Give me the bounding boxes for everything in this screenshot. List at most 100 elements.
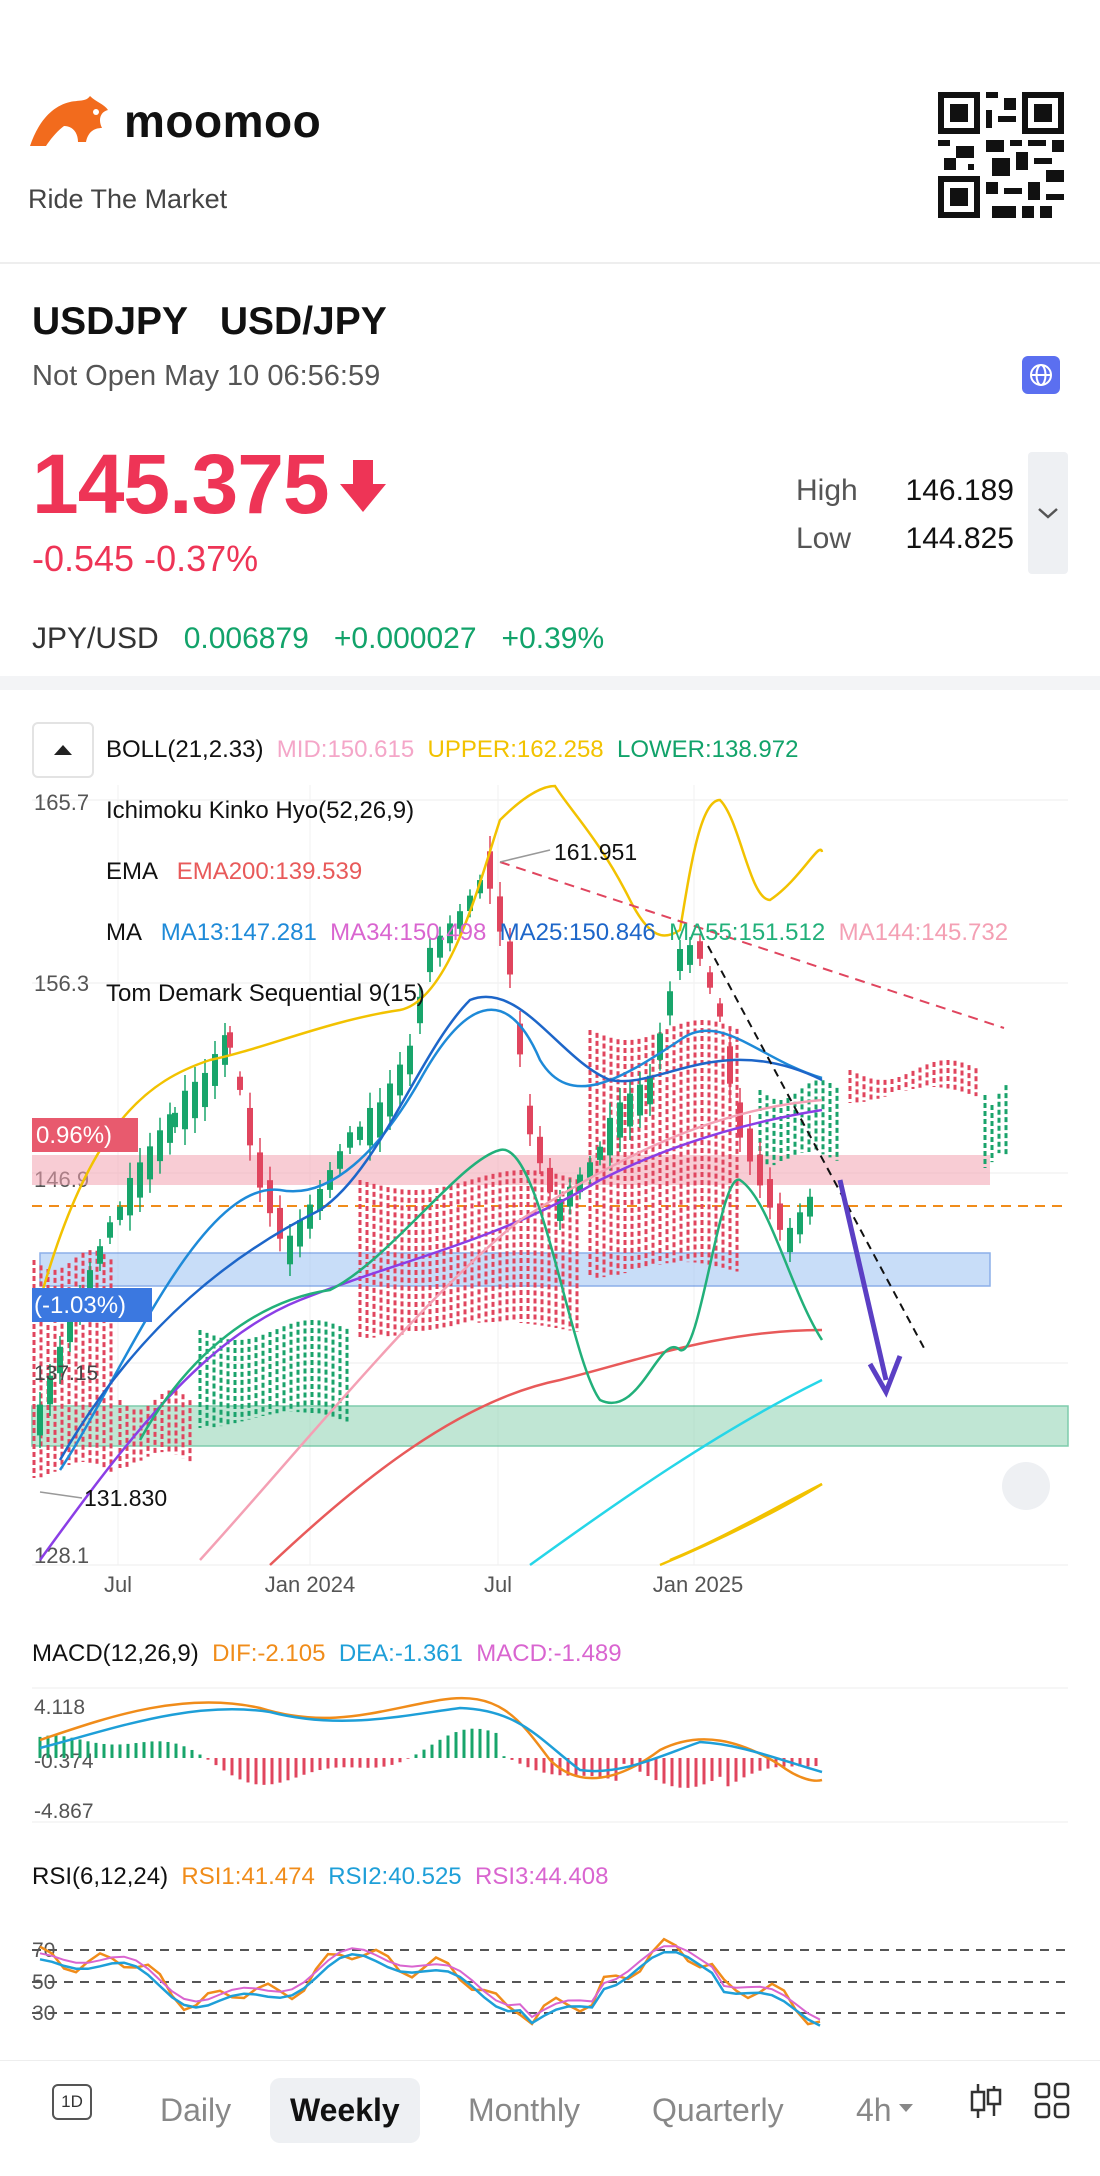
x-tick-label: Jul — [484, 1572, 512, 1597]
quote-symbol: USDJPY USD/JPY — [32, 300, 387, 344]
low-label: Low — [796, 522, 852, 555]
brand-logo: moomoo — [26, 92, 321, 150]
candle-body — [157, 1130, 163, 1162]
macd-name: MACD(12,26,9) — [32, 1640, 199, 1667]
demand-zone — [31, 1405, 1069, 1447]
macd-value: MACD:-1.489 — [476, 1640, 622, 1667]
candle-body — [747, 1128, 753, 1162]
low-marker-line — [39, 1491, 83, 1499]
tab-daily[interactable]: Daily — [160, 2092, 232, 2128]
ema-name: EMA — [106, 858, 157, 885]
high-marker-line — [499, 849, 551, 863]
tab-monthly[interactable]: Monthly — [468, 2092, 581, 2128]
candle-body — [687, 945, 693, 965]
candle-body — [757, 1154, 763, 1186]
candle-body — [437, 935, 443, 958]
candle-body — [667, 991, 673, 1016]
macd-dif: DIF:-2.105 — [212, 1640, 326, 1667]
candle-body — [137, 1162, 143, 1198]
chevron-down-icon — [1038, 508, 1058, 519]
ma-purple-line — [38, 1108, 823, 1561]
candle-body — [417, 996, 423, 1024]
rsi1-value: RSI1:41.474 — [181, 1863, 315, 1890]
candle-body — [357, 1126, 363, 1140]
candle-body — [637, 1084, 643, 1116]
candle-body — [797, 1212, 803, 1235]
level-label: 137.15 — [34, 1362, 98, 1385]
last-price: 145.375 — [32, 437, 330, 531]
candlestick-type-icon[interactable] — [968, 2080, 1004, 2122]
candles — [37, 836, 813, 1448]
rsi-tick-label: 30 — [32, 2002, 55, 2025]
zone-up-label: 0.96%) — [36, 1122, 112, 1149]
x-tick-label: Jul — [104, 1572, 132, 1597]
low-value: 144.825 — [905, 522, 1014, 555]
candle-body — [527, 1105, 533, 1135]
candle-body — [707, 972, 713, 988]
candle-body — [777, 1203, 783, 1230]
globe-icon[interactable] — [1022, 356, 1060, 394]
candle-body — [317, 1189, 323, 1211]
candle-body — [727, 1046, 733, 1084]
candle-body — [172, 1112, 178, 1128]
candle-body — [467, 895, 473, 912]
candle-body — [127, 1177, 133, 1216]
candle-body — [587, 1162, 593, 1178]
candle-body — [297, 1220, 303, 1247]
tab-4h[interactable]: 4h — [856, 2092, 892, 2128]
candle-body — [212, 1054, 218, 1086]
candle-body — [97, 1246, 103, 1264]
y-tick-label: 165.7 — [34, 790, 89, 815]
inverse-pair: JPY/USD — [32, 622, 159, 655]
ma25-line — [58, 995, 823, 1461]
inverse-pct: +0.39% — [501, 622, 605, 655]
candle-body — [222, 1035, 228, 1065]
arrow-down-icon — [340, 460, 386, 512]
candle-body — [547, 1167, 553, 1193]
ema200-line — [269, 1328, 823, 1566]
inverse-quote[interactable]: JPY/USD 0.006879 +0.000027 +0.39% — [32, 622, 604, 656]
rsi-name: RSI(6,12,24) — [32, 1863, 169, 1890]
rsi2-line — [39, 1950, 821, 2027]
candle-body — [677, 949, 683, 971]
high-value: 146.189 — [905, 474, 1014, 507]
forecast-arrow — [837, 1179, 889, 1381]
boll-lower: LOWER:138.972 — [617, 736, 799, 763]
ma55-line — [138, 1148, 824, 1441]
qr-code-icon[interactable] — [938, 92, 1064, 218]
candle-body — [427, 947, 433, 973]
intraday-tab[interactable]: 1D — [52, 2084, 92, 2120]
price-change: -0.545 -0.37% — [32, 538, 259, 579]
rsi3-line — [39, 1945, 821, 2021]
tab-weekly[interactable]: Weekly — [270, 2078, 420, 2143]
high-price-label: 161.951 — [554, 839, 637, 865]
expand-quote-button[interactable] — [1028, 452, 1068, 574]
grid-layout-icon[interactable] — [1034, 2082, 1070, 2120]
candle-body — [717, 1003, 723, 1017]
candle-body — [397, 1064, 403, 1096]
fullscreen-icon — [1002, 1462, 1050, 1510]
high-label: High — [796, 474, 858, 507]
ma144-value: MA144:145.732 — [838, 919, 1009, 946]
zone-up-badge — [32, 1118, 138, 1152]
candle-body — [447, 923, 453, 944]
candle-body — [497, 896, 503, 932]
candle-body — [227, 1032, 233, 1048]
candle-body — [247, 1107, 253, 1146]
tab-quarterly[interactable]: Quarterly — [652, 2092, 784, 2128]
boll-name: BOLL(21,2.33) — [106, 736, 264, 763]
collapse-indicators-button[interactable] — [32, 722, 94, 778]
candle-body — [37, 1404, 43, 1436]
zone-down-badge — [32, 1288, 152, 1322]
macd-dea: DEA:-1.361 — [338, 1640, 463, 1667]
macd-tick-label: -4.867 — [34, 1800, 94, 1823]
rsi3-value: RSI3:44.408 — [474, 1863, 609, 1890]
candle-body — [697, 941, 703, 959]
td-legend: Tom Demark Sequential 9(15) — [106, 980, 425, 1007]
candle-body — [67, 1317, 73, 1343]
candle-body — [767, 1179, 773, 1208]
boll-lower-line — [669, 1482, 823, 1562]
ma-name: MA — [106, 919, 141, 946]
candle-body — [517, 1023, 523, 1055]
